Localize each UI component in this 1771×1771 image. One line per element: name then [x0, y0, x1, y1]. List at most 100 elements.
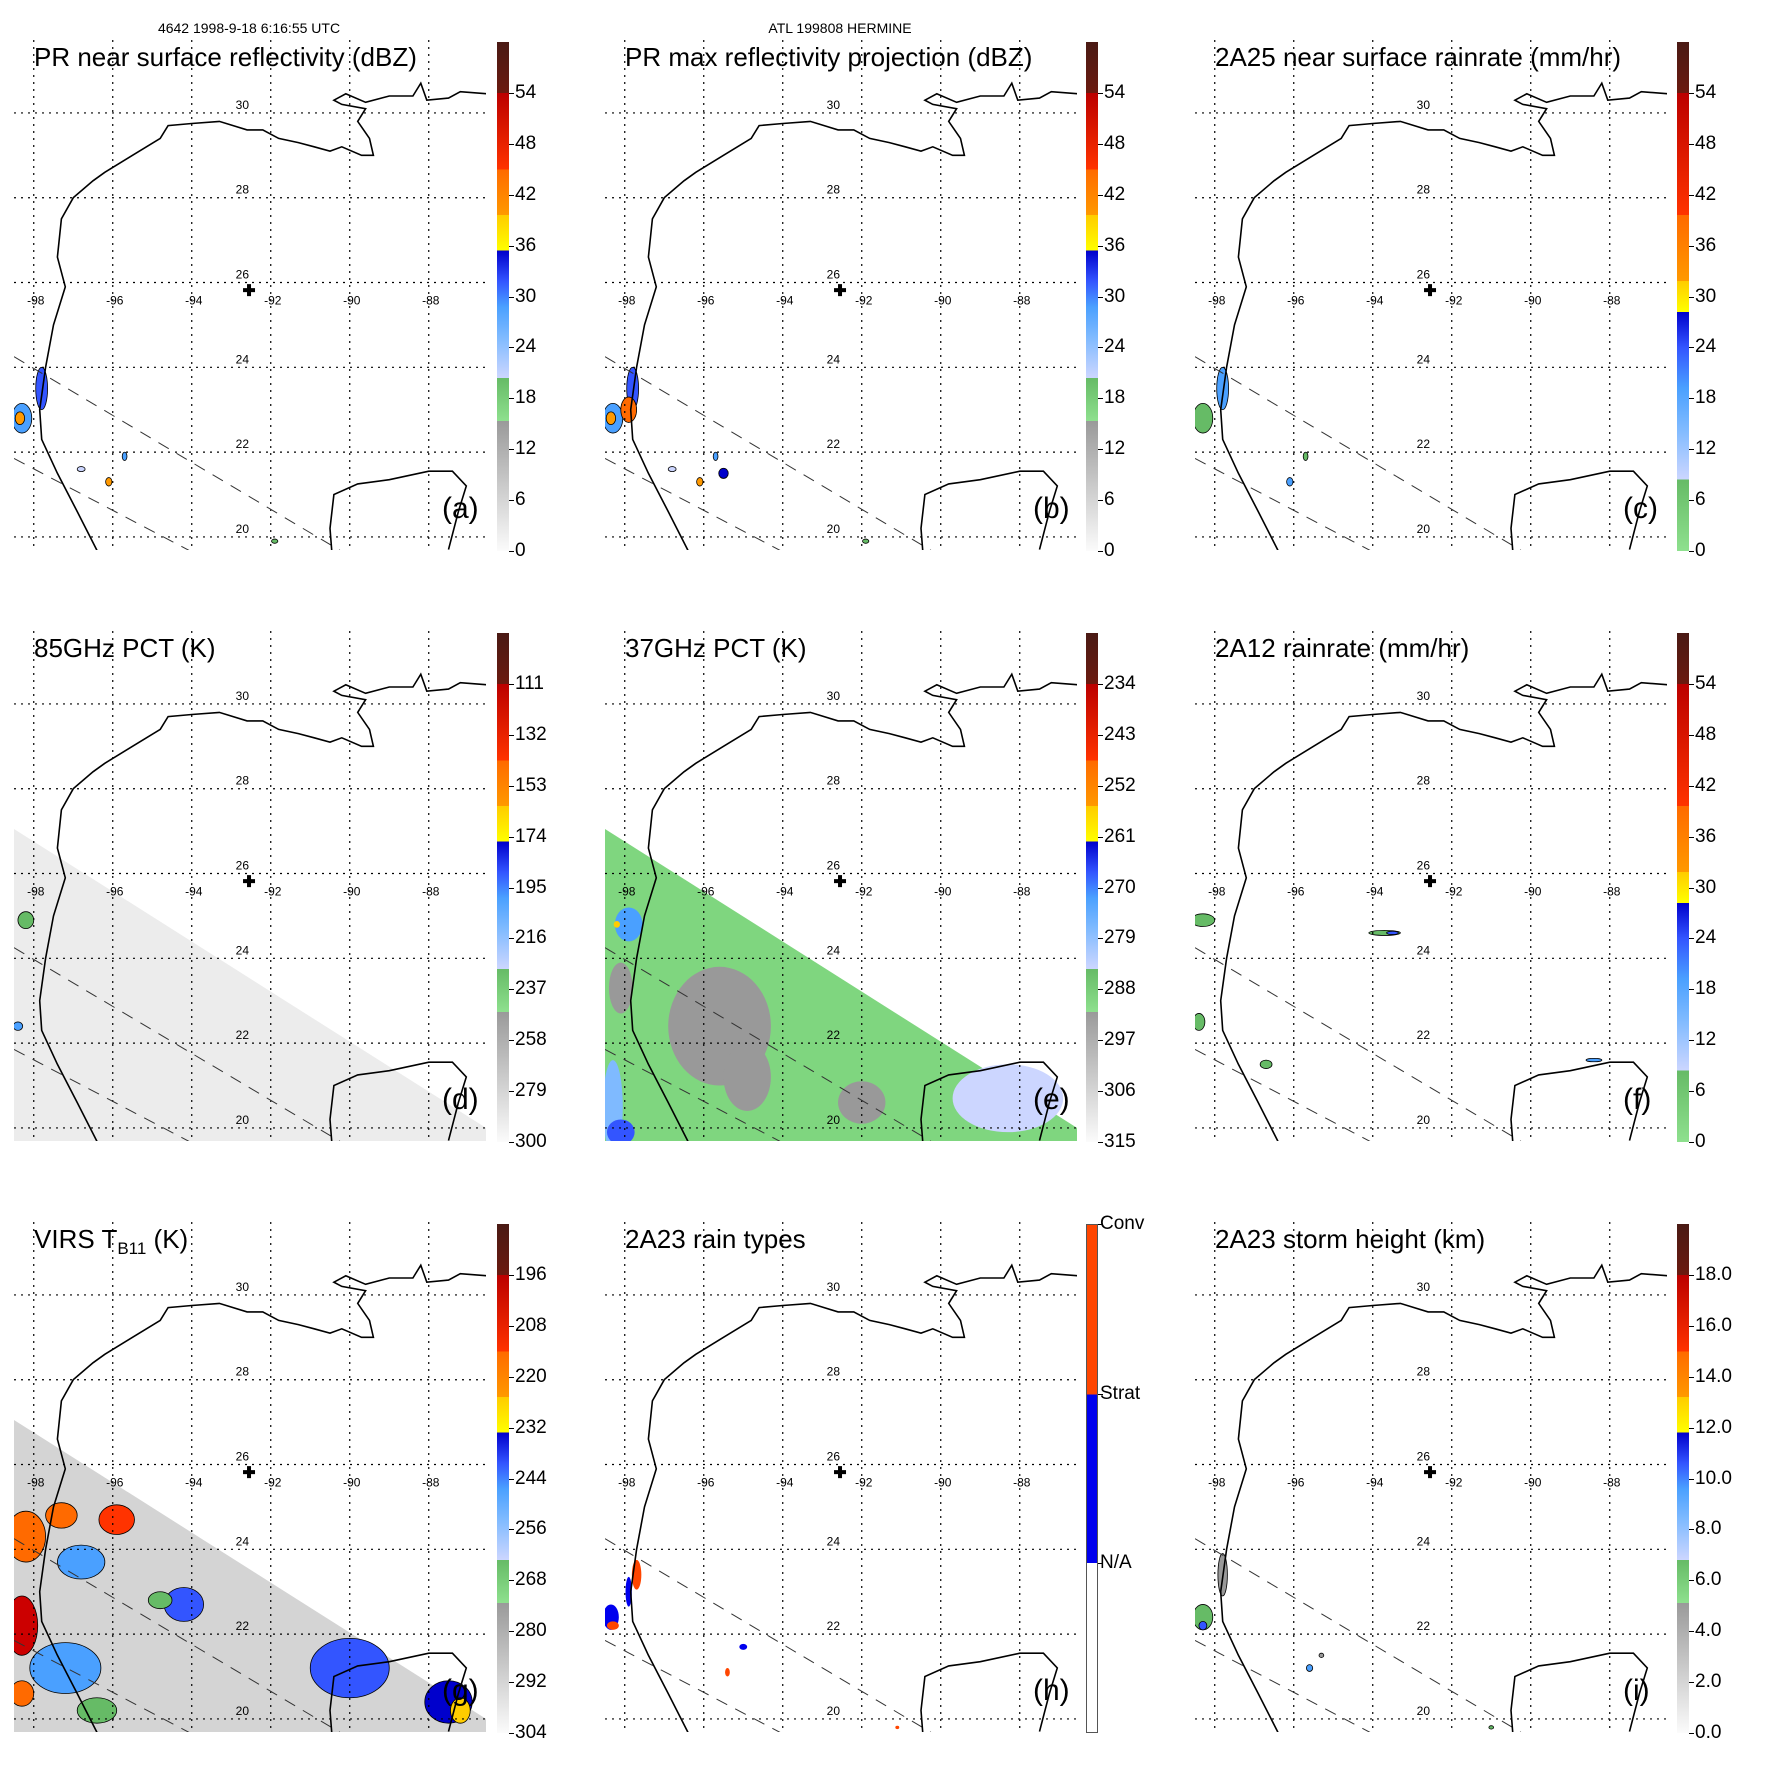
- longitude-label: -96: [1287, 294, 1305, 308]
- longitude-label: -88: [1013, 294, 1031, 308]
- colorbar-tick: [509, 1376, 514, 1378]
- colorbar-tick: [1689, 296, 1694, 298]
- panel-letter: (a): [442, 492, 479, 525]
- colorbar-tick: [1689, 1325, 1694, 1327]
- colorbar-label: 6: [1104, 489, 1115, 511]
- latitude-label: 26: [236, 1450, 250, 1464]
- longitude-label: -90: [343, 885, 361, 899]
- latitude-label: 24: [1417, 943, 1431, 957]
- colorbar-tick: [509, 836, 514, 838]
- panel-letter: (f): [1623, 1083, 1652, 1116]
- precip-cell: [862, 538, 870, 544]
- colorbar-label: 42: [1695, 774, 1717, 796]
- colorbar-tick: [1098, 449, 1103, 451]
- longitude-label: -96: [697, 885, 715, 899]
- storm-name-header: ATL 199808 HERMINE: [768, 20, 912, 36]
- coastline: [38, 672, 486, 1141]
- latitude-label: 26: [827, 1450, 841, 1464]
- colorbar-tick: [509, 1040, 514, 1042]
- precip-cell: [1259, 1059, 1273, 1069]
- colorbar-tick: [1098, 347, 1103, 349]
- colorbar-label: 279: [515, 1080, 547, 1102]
- colorbar-b: [1086, 42, 1098, 551]
- panel-letter: (b): [1033, 492, 1070, 525]
- precip-cell: [271, 538, 279, 544]
- precip-cell: [1488, 1725, 1495, 1730]
- longitude-label: -94: [185, 1476, 203, 1490]
- precip-cell: [620, 396, 638, 423]
- precip-cell: [605, 411, 617, 425]
- colorbar-label: 292: [515, 1671, 547, 1693]
- colorbar-tick: [509, 1580, 514, 1582]
- latitude-label: 26: [236, 268, 250, 282]
- coastline: [1219, 81, 1667, 550]
- scan-edge-line: [605, 458, 781, 550]
- colorbar-tick: [1098, 92, 1103, 94]
- latitude-label: 24: [827, 1534, 841, 1548]
- storm-center-cross-icon: [1424, 1466, 1437, 1479]
- colorbar-label: 2.0: [1695, 1671, 1722, 1693]
- colorbar-label: 232: [515, 1416, 547, 1438]
- colorbar-tick: [509, 296, 514, 298]
- colorbar-label: 196: [515, 1263, 547, 1285]
- latitude-label: 22: [827, 437, 841, 451]
- precip-cell: [98, 1504, 135, 1535]
- title-subscript: B11: [117, 1239, 147, 1258]
- colorbar-label: 54: [1695, 672, 1717, 694]
- precip-cell: [76, 466, 86, 473]
- colorbar-tick: [1098, 1142, 1103, 1143]
- scan-edge-line: [1195, 1538, 1522, 1732]
- colorbar-tick: [1689, 989, 1694, 991]
- colorbar-tick: [1689, 500, 1694, 502]
- latitude-label: 28: [827, 183, 841, 197]
- scan-edge-line: [605, 947, 932, 1141]
- colorbar-label: 304: [515, 1722, 547, 1743]
- latitude-label: 24: [236, 352, 250, 366]
- latitude-label: 24: [1417, 352, 1431, 366]
- colorbar-tick: [1689, 1274, 1694, 1276]
- panel-letter: (h): [1033, 1674, 1070, 1707]
- latitude-label: 22: [827, 1619, 841, 1633]
- latitude-label: 20: [236, 522, 250, 536]
- colorbar-label: Conv: [1100, 1213, 1145, 1234]
- colorbar-label: 243: [1104, 723, 1136, 745]
- longitude-label: -92: [855, 1476, 873, 1490]
- longitude-label: -92: [1445, 885, 1463, 899]
- colorbar-label: 48: [515, 132, 537, 154]
- latitude-label: 30: [236, 98, 250, 112]
- map-g: 30 28 26 24 22 20 -98 -96 -94 -92 -90 -88: [14, 1222, 486, 1732]
- colorbar-h: [1086, 1224, 1098, 1733]
- colorbar-tick: [509, 1091, 514, 1093]
- colorbar-label: 208: [515, 1314, 547, 1336]
- precip-cell: [712, 451, 719, 462]
- panel-title: 37GHz PCT (K): [625, 633, 807, 664]
- precip-cell: [57, 1544, 106, 1580]
- longitude-label: -90: [1524, 885, 1542, 899]
- map-h: 30 28 26 24 22 20 -98 -96 -94 -92 -90 -88: [605, 1222, 1077, 1732]
- colorbar-tick: [509, 194, 514, 196]
- storm-center-cross-icon: [243, 284, 256, 297]
- latitude-label: 30: [827, 98, 841, 112]
- colorbar-label: 18: [1104, 387, 1126, 409]
- colorbar-tick: [1098, 398, 1103, 400]
- longitude-label: -94: [776, 1476, 794, 1490]
- longitude-label: -92: [264, 294, 282, 308]
- latitude-label: 28: [827, 1365, 841, 1379]
- colorbar-label: 6.0: [1695, 1569, 1722, 1591]
- latitude-label: 24: [236, 1534, 250, 1548]
- yucatan-coastline: [920, 1061, 1059, 1141]
- colorbar-label: 0: [1695, 1131, 1706, 1152]
- panel-title-text: 37GHz PCT (K): [625, 633, 807, 663]
- coastline: [38, 1263, 486, 1732]
- colorbar-label: 36: [1104, 234, 1126, 256]
- longitude-label: -94: [1366, 885, 1384, 899]
- panel-title: 2A12 rainrate (mm/hr): [1215, 633, 1469, 664]
- map-c: 30 28 26 24 22 20 -98 -96 -94 -92 -90 -88: [1195, 40, 1667, 550]
- longitude-label: -96: [697, 1476, 715, 1490]
- map-a: 30 28 26 24 22 20 -98 -96 -94 -92 -90 -88: [14, 40, 486, 550]
- colorbar-label: 300: [515, 1131, 547, 1152]
- latitude-label: 30: [1417, 98, 1431, 112]
- longitude-label: -88: [1013, 1476, 1031, 1490]
- longitude-label: -90: [343, 294, 361, 308]
- panel-title: PR near surface reflectivity (dBZ): [34, 42, 417, 73]
